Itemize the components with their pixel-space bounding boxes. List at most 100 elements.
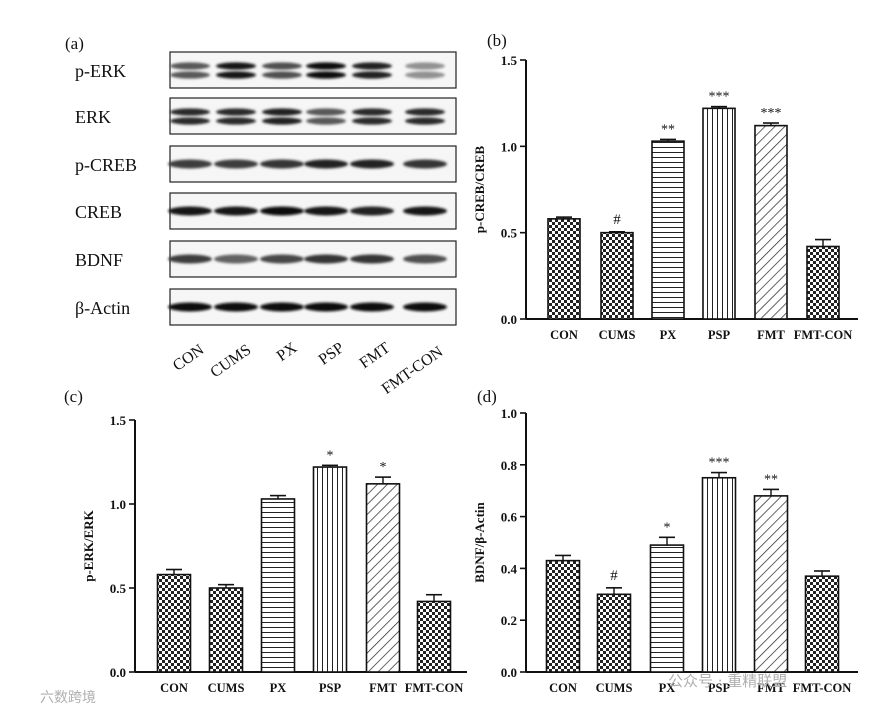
blot-band: [352, 71, 392, 79]
bar-con: [156, 573, 192, 673]
blot-band: [170, 108, 210, 116]
blot-band: [304, 206, 348, 216]
bar-con: [545, 559, 581, 673]
panel-label-d: (d): [477, 387, 497, 406]
x-tick-label: FMT: [369, 681, 397, 695]
blot-band: [405, 71, 445, 79]
blot-band: [304, 254, 348, 264]
bar-con: [547, 218, 581, 320]
x-tick-label: FMT-CON: [405, 681, 464, 695]
y-tick-label: 0.0: [501, 665, 517, 680]
blot-band: [352, 62, 392, 70]
blot-band: [216, 71, 256, 79]
blot-band: [352, 108, 392, 116]
blot-band: [260, 302, 304, 312]
lane-label-cums: CUMS: [207, 341, 254, 381]
blot-band: [168, 159, 212, 169]
blot-row-erk: ERK: [75, 97, 457, 135]
x-tick-label: CUMS: [208, 681, 245, 695]
panel-label-a: (a): [65, 34, 84, 53]
x-tick-label: FMT: [757, 328, 785, 342]
watermark-left: 六数跨境: [40, 690, 96, 706]
blot-label: p-ERK: [75, 61, 126, 81]
x-tick-label: PSP: [319, 681, 342, 695]
blot-band: [262, 108, 302, 116]
blot-band: [304, 159, 348, 169]
bar-px: [260, 498, 296, 673]
significance-mark: ***: [709, 90, 730, 105]
blot-label: BDNF: [75, 250, 123, 270]
blot-label: β-Actin: [75, 298, 130, 318]
lane-label-con: CON: [170, 341, 208, 375]
blot-band: [306, 71, 346, 79]
bar-psp: [701, 476, 737, 673]
bar-fmt-con: [806, 245, 840, 320]
bar-psp: [702, 107, 736, 320]
y-tick-label: 0.0: [501, 312, 517, 327]
blot-band: [403, 254, 447, 264]
y-tick-label: 1.5: [501, 53, 518, 68]
blot-band: [350, 302, 394, 312]
y-tick-label: 0.8: [501, 458, 518, 473]
bar-fmt-con: [804, 575, 840, 673]
y-axis-label: p-CREB/CREB: [472, 145, 487, 233]
blot-row-p-creb: p-CREB: [75, 145, 457, 183]
blot-row-bdnf: BDNF: [75, 240, 457, 278]
blot-band: [214, 254, 258, 264]
significance-mark: #: [613, 212, 621, 228]
blot-row-p-erk: p-ERK: [75, 51, 457, 89]
blot-band: [214, 206, 258, 216]
blot-frame: [169, 97, 457, 135]
blot-row-beta-actin: β-Actin: [75, 288, 457, 326]
watermark-left-text: 六数跨境: [40, 690, 96, 706]
watermark-right-text: 公众号 · 重精联盟: [668, 672, 787, 690]
x-tick-label: CUMS: [599, 328, 636, 342]
blot-band: [170, 62, 210, 70]
y-axis-label: BDNF/β-Actin: [472, 501, 487, 582]
blot-band: [262, 117, 302, 125]
blot-band: [262, 71, 302, 79]
x-tick-label: CUMS: [596, 681, 633, 695]
x-tick-label: PX: [270, 681, 287, 695]
panel-label-c: (c): [64, 387, 83, 406]
x-tick-label: CON: [549, 681, 577, 695]
western-blot-panel: (a) p-ERK ERK p-CREB CREB BDNF β-Actin CON CUM…: [65, 34, 457, 398]
y-tick-label: 0.5: [110, 581, 127, 596]
blot-band: [214, 302, 258, 312]
chart-c-p-erk-erk: (c) 0.0 0.5 1.0 1.5 p-ERK/ERK CON CUMS PX * PSP * FM…: [64, 387, 467, 695]
blot-label: CREB: [75, 202, 122, 222]
y-tick-label: 0.0: [110, 665, 126, 680]
significance-mark: ***: [709, 456, 730, 471]
blot-band: [350, 254, 394, 264]
bar-px: [651, 140, 685, 320]
chart-b-p-creb-creb: (b) 0.0 0.5 1.0 1.5 p-CREB/CREB CON # CUMS ** PX **…: [472, 31, 858, 342]
blot-band: [405, 117, 445, 125]
significance-mark: #: [610, 568, 618, 584]
lane-label-px: PX: [274, 339, 301, 365]
watermark-right: 公众号 · 重精联盟: [668, 672, 787, 690]
y-tick-label: 1.5: [110, 413, 127, 428]
significance-mark: **: [661, 122, 675, 137]
blot-band: [403, 302, 447, 312]
y-tick-label: 0.2: [501, 613, 517, 628]
blot-band: [216, 108, 256, 116]
blot-band: [168, 206, 212, 216]
x-tick-label: CON: [160, 681, 188, 695]
x-tick-label: FMT-CON: [793, 681, 852, 695]
significance-mark: *: [327, 448, 334, 463]
blot-band: [170, 71, 210, 79]
blot-band: [352, 117, 392, 125]
y-tick-label: 0.4: [501, 561, 518, 576]
blot-band: [350, 206, 394, 216]
y-axis-label: p-ERK/ERK: [81, 509, 96, 581]
y-tick-label: 1.0: [501, 406, 517, 421]
blot-band: [304, 302, 348, 312]
x-tick-label: FMT-CON: [794, 328, 853, 342]
blot-band: [168, 302, 212, 312]
bar-fmt: [753, 495, 789, 673]
chart-d-bdnf-actin: (d) 0.0 0.2 0.4 0.6 0.8 1.0 BDNF/β-Actin CON # CUM…: [472, 387, 858, 695]
bar-fmt-con: [416, 600, 452, 673]
x-tick-label: PX: [660, 328, 677, 342]
significance-mark: *: [664, 520, 671, 535]
